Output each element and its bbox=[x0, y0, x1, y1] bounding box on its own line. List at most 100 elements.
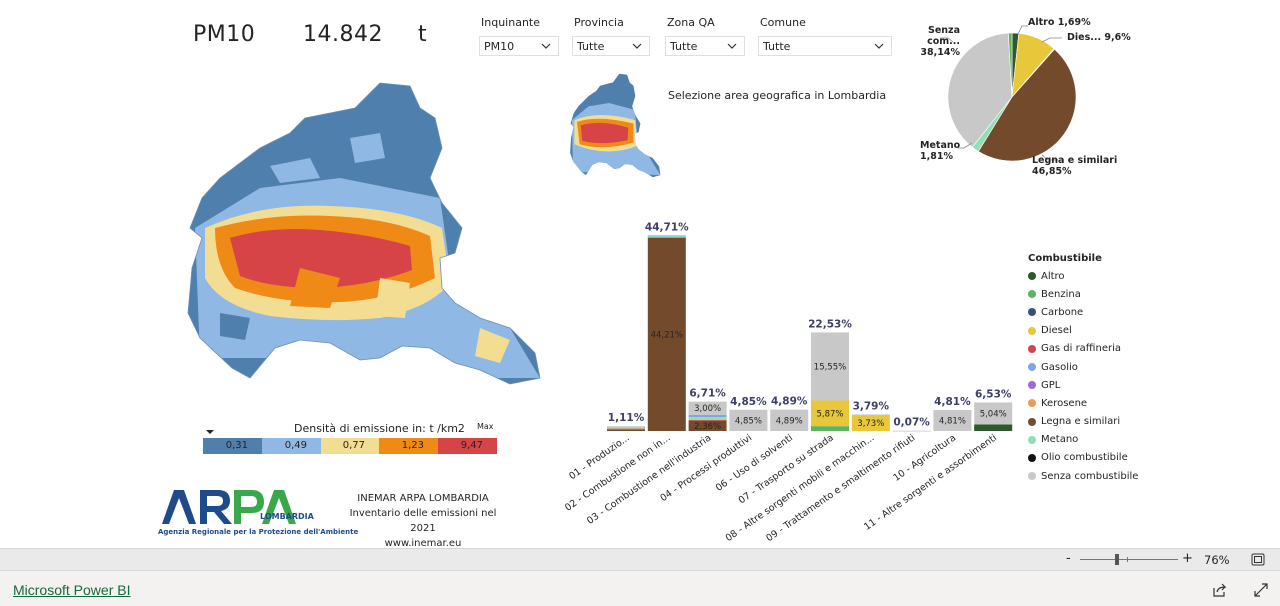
info-line1: INEMAR ARPA LOMBARDIA bbox=[357, 493, 489, 504]
legend-label: Carbone bbox=[1041, 306, 1084, 318]
slicer-provincia-dropdown[interactable]: Tutte bbox=[572, 36, 650, 56]
legend-label: Gas di raffineria bbox=[1041, 343, 1121, 355]
pie-slice[interactable] bbox=[947, 32, 1013, 148]
bar-segment-label: 4,81% bbox=[939, 416, 966, 426]
bar-segment-label: 15,55% bbox=[814, 362, 846, 372]
zoom-out-button[interactable]: - bbox=[1066, 551, 1071, 566]
bar-segment[interactable] bbox=[607, 429, 645, 431]
legend-swatch bbox=[1028, 381, 1036, 390]
fullscreen-icon[interactable] bbox=[1253, 582, 1269, 598]
arpa-logo-sub: LOMBARDIA bbox=[260, 512, 314, 521]
bar-chart-sectors[interactable]: 1,11% 44,71% 6,71% 4,85% 4,89% 22,53% 3,79%0,0… bbox=[540, 195, 1020, 545]
legend-label: Kerosene bbox=[1041, 397, 1088, 409]
bar-segment[interactable] bbox=[688, 417, 727, 420]
bar-total-label: 4,89% bbox=[771, 396, 808, 408]
bar-segment-label: 3,00% bbox=[694, 404, 721, 414]
legend-label: Senza combustibile bbox=[1041, 470, 1139, 482]
bar-segment[interactable] bbox=[688, 419, 727, 421]
fit-to-page-icon[interactable] bbox=[1251, 553, 1265, 566]
mini-map-caption: Selezione area geografica in Lombardia bbox=[668, 89, 887, 102]
density-legend-max: Max bbox=[477, 422, 494, 431]
info-line3: www.inemar.eu bbox=[384, 538, 462, 549]
bar-segment[interactable] bbox=[647, 235, 686, 237]
density-legend-title: Densità di emissione in: t /km2 bbox=[294, 422, 465, 435]
legend-item[interactable]: Olio combustibile bbox=[1028, 449, 1148, 467]
zoom-slider-track[interactable] bbox=[1080, 559, 1178, 560]
bar-segment-label: 4,89% bbox=[776, 416, 803, 426]
bar-total-label: 0,07% bbox=[893, 417, 930, 429]
share-icon[interactable] bbox=[1212, 582, 1228, 598]
legend-swatch bbox=[1028, 290, 1036, 299]
pie-label-metano: Metano 1,81% bbox=[920, 140, 961, 162]
legend-label: Olio combustibile bbox=[1041, 452, 1128, 464]
bar-segment-label: 5,87% bbox=[816, 409, 843, 419]
bar-segment[interactable] bbox=[607, 428, 645, 430]
legend-item[interactable]: Diesel bbox=[1028, 322, 1148, 340]
bar-segment[interactable] bbox=[770, 409, 809, 431]
caret-down-icon[interactable] bbox=[205, 428, 215, 436]
report-canvas: PM10 14.842 t Inquinante PM10 Provincia … bbox=[158, 12, 1148, 549]
mini-map-selector[interactable] bbox=[568, 72, 663, 182]
bar-segment[interactable] bbox=[811, 400, 849, 427]
bar-segment[interactable] bbox=[974, 402, 1013, 425]
bar-segment[interactable] bbox=[974, 424, 1013, 431]
pie-chart-fuel[interactable] bbox=[900, 12, 1140, 192]
info-line2: Inventario delle emissioni nel 2021 bbox=[349, 508, 497, 534]
bar-total-label: 6,53% bbox=[975, 388, 1012, 400]
bar-segment[interactable] bbox=[647, 237, 686, 431]
bar-segment[interactable] bbox=[607, 426, 645, 428]
footer-bar: Microsoft Power BI bbox=[0, 570, 1280, 606]
legend-swatch bbox=[1028, 272, 1036, 281]
zoom-slider-thumb[interactable] bbox=[1114, 554, 1119, 565]
legend-swatch bbox=[1028, 326, 1036, 335]
legend-item[interactable]: Metano bbox=[1028, 431, 1148, 449]
bar-segment[interactable] bbox=[811, 332, 849, 401]
legend-swatch bbox=[1028, 399, 1036, 408]
bar-segment[interactable] bbox=[688, 401, 727, 415]
bar-segment[interactable] bbox=[688, 420, 727, 431]
power-bi-link[interactable]: Microsoft Power BI bbox=[13, 582, 131, 598]
bar-segment[interactable] bbox=[729, 409, 768, 431]
pie-label-diesel: Dies... 9,6% bbox=[1067, 32, 1131, 43]
legend-item[interactable]: Gasolio bbox=[1028, 358, 1148, 376]
kpi-pollutant: PM10 bbox=[193, 22, 256, 47]
legend-swatch bbox=[1028, 417, 1036, 426]
fuel-legend: Combustibile Altro Benzina Carbone Diesel Ga… bbox=[1028, 253, 1148, 485]
legend-item[interactable]: GPL bbox=[1028, 376, 1148, 394]
kpi-unit: t bbox=[418, 22, 428, 47]
chevron-down-icon bbox=[632, 43, 642, 49]
legend-label: Diesel bbox=[1041, 325, 1072, 337]
bar-segment[interactable] bbox=[811, 426, 849, 431]
bar-total-label: 4,81% bbox=[934, 396, 971, 408]
legend-label: Gasolio bbox=[1041, 361, 1078, 373]
legend-item[interactable]: Gas di raffineria bbox=[1028, 340, 1148, 358]
pie-slice[interactable] bbox=[977, 48, 1077, 162]
bar-segment[interactable] bbox=[933, 409, 972, 431]
bar-segment[interactable] bbox=[688, 414, 727, 418]
pie-slice[interactable] bbox=[1008, 32, 1013, 98]
zoom-in-button[interactable]: + bbox=[1182, 551, 1193, 566]
slicer-zona-dropdown[interactable]: Tutte bbox=[665, 36, 745, 56]
bar-segment[interactable] bbox=[647, 236, 686, 238]
legend-item[interactable]: Legna e similari bbox=[1028, 413, 1148, 431]
legend-item[interactable]: Altro bbox=[1028, 267, 1148, 285]
bar-segment[interactable] bbox=[851, 414, 890, 431]
legend-item[interactable]: Carbone bbox=[1028, 303, 1148, 321]
slicer-comune-label: Comune bbox=[760, 16, 806, 29]
bar-category-label: 09 - Trattamento e smaltimento rifiuti bbox=[764, 432, 917, 544]
slicer-inquinante-dropdown[interactable]: PM10 bbox=[479, 36, 559, 56]
lombardy-emission-map[interactable] bbox=[180, 78, 550, 398]
bar-category-label: 08 - Altre sorgenti mobili e macchin... bbox=[724, 432, 877, 544]
density-bin: 9,47 bbox=[438, 438, 497, 454]
slicer-inquinante-label: Inquinante bbox=[481, 16, 540, 29]
legend-item[interactable]: Kerosene bbox=[1028, 394, 1148, 412]
legend-swatch bbox=[1028, 308, 1036, 317]
bar-segment[interactable] bbox=[607, 427, 645, 429]
legend-item[interactable]: Benzina bbox=[1028, 285, 1148, 303]
slicer-provincia-value: Tutte bbox=[577, 40, 605, 53]
slicer-comune-dropdown[interactable]: Tutte bbox=[758, 36, 892, 56]
pie-label-legna: Legna e similari 46,85% bbox=[1032, 155, 1118, 177]
bar-segment[interactable] bbox=[851, 414, 890, 416]
legend-item[interactable]: Senza combustibile bbox=[1028, 467, 1148, 485]
bar-segment[interactable] bbox=[892, 430, 931, 432]
